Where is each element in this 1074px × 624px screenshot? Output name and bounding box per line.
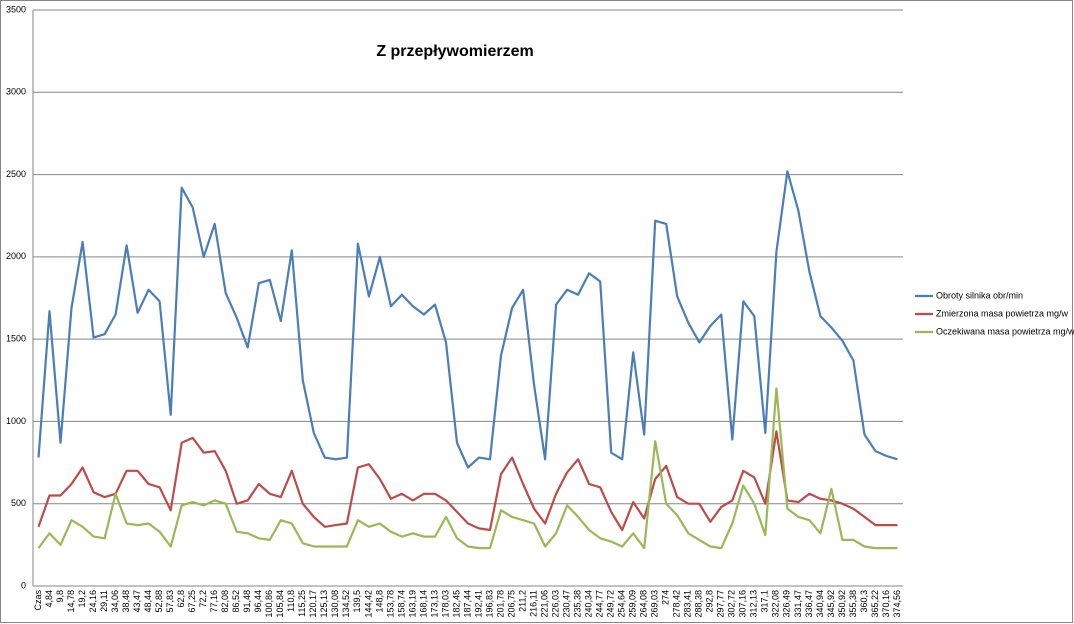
x-tick-label: 283,41	[683, 590, 693, 618]
x-tick-label: 19,2	[77, 590, 87, 608]
x-tick-label: 211,2	[517, 590, 527, 612]
x-tick-label: 230,47	[561, 590, 571, 618]
x-tick-label: 317,1	[760, 590, 770, 613]
x-tick-label: 278,42	[672, 590, 682, 618]
x-tick-label: 105,84	[275, 590, 285, 618]
x-tick-label: 158,74	[396, 590, 406, 618]
series-line	[37, 170, 898, 469]
x-tick-label: 4,84	[44, 590, 54, 608]
x-tick-label: 29,11	[99, 590, 109, 612]
x-tick-label: 14,78	[66, 590, 76, 613]
x-tick-label: 67,25	[187, 590, 197, 613]
x-tick-label: 48,44	[143, 590, 153, 613]
y-tick-label: 3500	[6, 4, 26, 14]
x-tick-label: 38,48	[121, 590, 131, 613]
x-tick-label: 173,13	[429, 590, 439, 618]
x-tick-label: 307,16	[738, 590, 748, 618]
y-tick-label: 2000	[6, 251, 26, 261]
x-tick-label: 326,49	[782, 590, 792, 618]
x-tick-label: 254,64	[617, 590, 627, 618]
x-tick-label: 96,44	[253, 590, 263, 613]
x-tick-label: 182,45	[451, 590, 461, 618]
x-tick-label: 345,92	[826, 590, 836, 618]
x-tick-label: 288,38	[694, 590, 704, 618]
x-tick-label: 196,83	[484, 590, 494, 618]
x-tick-label: 115,25	[297, 590, 307, 617]
x-tick-label: 34,06	[110, 590, 120, 613]
x-tick-label: 91,48	[242, 590, 252, 613]
series-line	[37, 430, 898, 532]
x-tick-label: 292,8	[705, 590, 715, 613]
x-tick-label: 244,77	[595, 590, 605, 618]
x-tick-label: 24,16	[88, 590, 98, 613]
x-tick-label: 340,94	[815, 590, 825, 618]
x-tick-label: 336,47	[804, 590, 814, 618]
x-tick-label: 125,13	[319, 590, 329, 618]
x-tick-label: 100,86	[264, 590, 274, 618]
x-tick-label: 168,14	[418, 590, 428, 618]
y-tick-label: 2500	[6, 169, 26, 179]
x-tick-label: 130,08	[330, 590, 340, 618]
x-tick-label: 192,41	[473, 590, 483, 618]
x-tick-label: 139,5	[352, 590, 362, 613]
x-tick-label: 370,16	[881, 590, 891, 618]
x-tick-label: 221,06	[539, 590, 549, 618]
x-tick-label: 302,72	[727, 590, 737, 618]
x-tick-label: 240,34	[584, 590, 594, 618]
x-tick-label: 365,22	[870, 590, 880, 618]
x-tick-label: 77,16	[209, 590, 219, 613]
y-tick-label: 500	[11, 498, 26, 508]
x-tick-label: 178,03	[440, 590, 450, 618]
x-tick-label: Czas	[33, 590, 43, 611]
x-tick-label: 216,11	[528, 590, 538, 617]
x-tick-label: 201,78	[495, 590, 505, 618]
y-tick-label: 1500	[6, 334, 26, 344]
chart-title: Z przepływomierzem	[376, 43, 533, 60]
x-tick-label: 163,19	[407, 590, 417, 618]
x-tick-label: 206,75	[506, 590, 516, 618]
x-tick-label: 269,03	[650, 590, 660, 618]
legend-label: Oczekiwana masa powietrza mg/w	[936, 326, 1074, 336]
x-tick-label: 350,92	[837, 590, 847, 618]
x-tick-label: 264,08	[639, 590, 649, 618]
x-tick-label: 374,56	[892, 590, 902, 618]
x-tick-label: 235,38	[573, 590, 583, 618]
x-tick-label: 86,52	[231, 590, 241, 613]
x-tick-label: 82,08	[220, 590, 230, 613]
x-tick-label: 297,77	[716, 590, 726, 618]
x-tick-label: 148,8	[374, 590, 384, 613]
y-tick-label: 3000	[6, 87, 26, 97]
x-tick-label: 52,88	[154, 590, 164, 613]
y-tick-label: 1000	[6, 416, 26, 426]
legend-label: Obroty silnika obr/min	[936, 290, 1023, 300]
y-tick-label: 0	[21, 580, 26, 590]
x-tick-label: 43,47	[132, 590, 142, 613]
x-tick-label: 312,13	[749, 590, 759, 618]
x-tick-label: 259,09	[628, 590, 638, 618]
x-tick-label: 134,52	[341, 590, 351, 618]
x-tick-label: 187,44	[462, 590, 472, 618]
x-tick-label: 120,17	[308, 590, 318, 618]
x-tick-label: 153,78	[385, 590, 395, 618]
x-tick-label: 110,8	[286, 590, 296, 612]
series-line	[37, 387, 898, 550]
x-tick-label: 144,42	[363, 590, 373, 618]
legend-label: Zmierzona masa powietrza mg/w	[936, 308, 1069, 318]
x-tick-label: 331,47	[793, 590, 803, 618]
x-tick-label: 274	[661, 590, 671, 605]
x-tick-label: 249,72	[606, 590, 616, 618]
x-tick-label: 355,38	[848, 590, 858, 618]
x-tick-label: 57,83	[165, 590, 175, 613]
x-tick-label: 72,2	[198, 590, 208, 608]
x-tick-label: 322,08	[771, 590, 781, 618]
x-tick-label: 9,8	[55, 590, 65, 603]
x-tick-label: 62,8	[176, 590, 186, 608]
x-tick-label: 360,3	[859, 590, 869, 613]
x-tick-label: 226,03	[550, 590, 560, 618]
